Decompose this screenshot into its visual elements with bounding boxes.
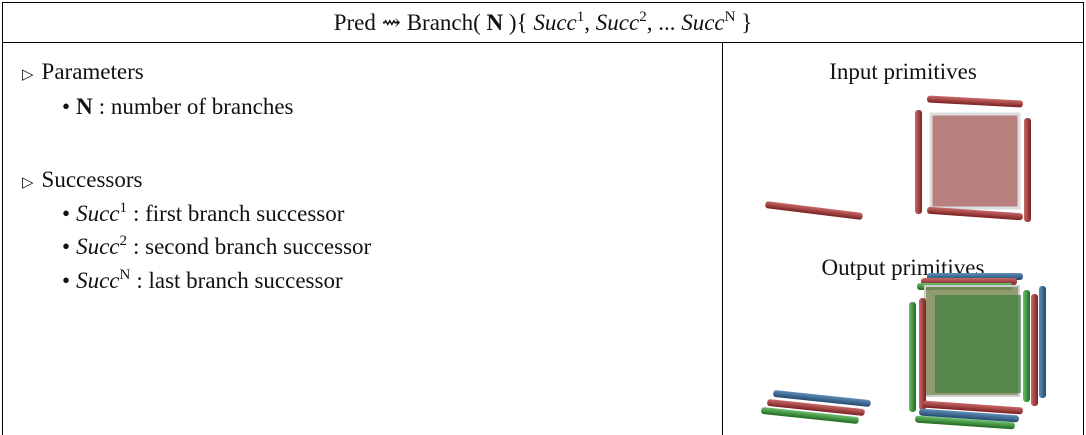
item-text: : last branch successor (136, 268, 343, 293)
header-text: Succ (595, 10, 640, 35)
header-text: N (486, 10, 504, 35)
item-term: Succ (76, 234, 120, 259)
header-text: , (584, 10, 591, 35)
bullet: • (62, 201, 71, 226)
item-term: N (76, 94, 93, 119)
header-text: 2 (639, 9, 647, 25)
header-text: Branch( (406, 10, 481, 35)
table-border (2, 2, 1084, 3)
header-text: ){ (508, 10, 528, 35)
output-primitives (761, 273, 1046, 430)
header-text: 1 (576, 9, 585, 25)
section-title-text: Successors (41, 167, 143, 192)
section-title: ▷ Parameters (22, 59, 144, 88)
item-sup: N (119, 267, 131, 283)
header-text: N (724, 9, 736, 25)
section-title-text: Parameters (41, 59, 144, 84)
table-border (1083, 2, 1084, 435)
item-text: : second branch successor (132, 234, 372, 259)
bullet: • (62, 268, 71, 293)
header-text: } (741, 10, 753, 35)
header-text: ⇝ (381, 10, 401, 35)
section-marker: ▷ (22, 67, 34, 83)
header-text: Succ (681, 10, 725, 35)
header-text: , ... (646, 10, 676, 35)
list-item: • SuccN : last branch successor (62, 268, 343, 294)
input-label: Input primitives (829, 59, 977, 84)
input-primitives (765, 95, 1031, 222)
item-sup: 1 (119, 200, 127, 216)
item-text: : number of branches (98, 94, 294, 119)
list-item: • Succ1 : first branch successor (62, 201, 344, 227)
table-border (2, 42, 1084, 43)
header: Pred ⇝ Branch( N ){ Succ1, Succ2, ... Su… (0, 10, 1086, 36)
bullet: • (62, 234, 71, 259)
primitives-illustration (761, 95, 1046, 430)
header-text: Pred (333, 10, 376, 35)
section-marker: ▷ (22, 175, 34, 191)
column-divider (722, 42, 723, 435)
bullet: • (62, 94, 71, 119)
item-sup: 2 (119, 233, 127, 249)
list-item: • Succ2 : second branch successor (62, 234, 371, 260)
list-item: • N: number of branches (62, 94, 293, 120)
header-text: Succ (533, 10, 577, 35)
item-text: : first branch successor (132, 201, 345, 226)
item-term: Succ (76, 268, 120, 293)
item-term: Succ (76, 201, 120, 226)
section-title: ▷ Successors (22, 167, 142, 196)
table-border (2, 2, 3, 435)
